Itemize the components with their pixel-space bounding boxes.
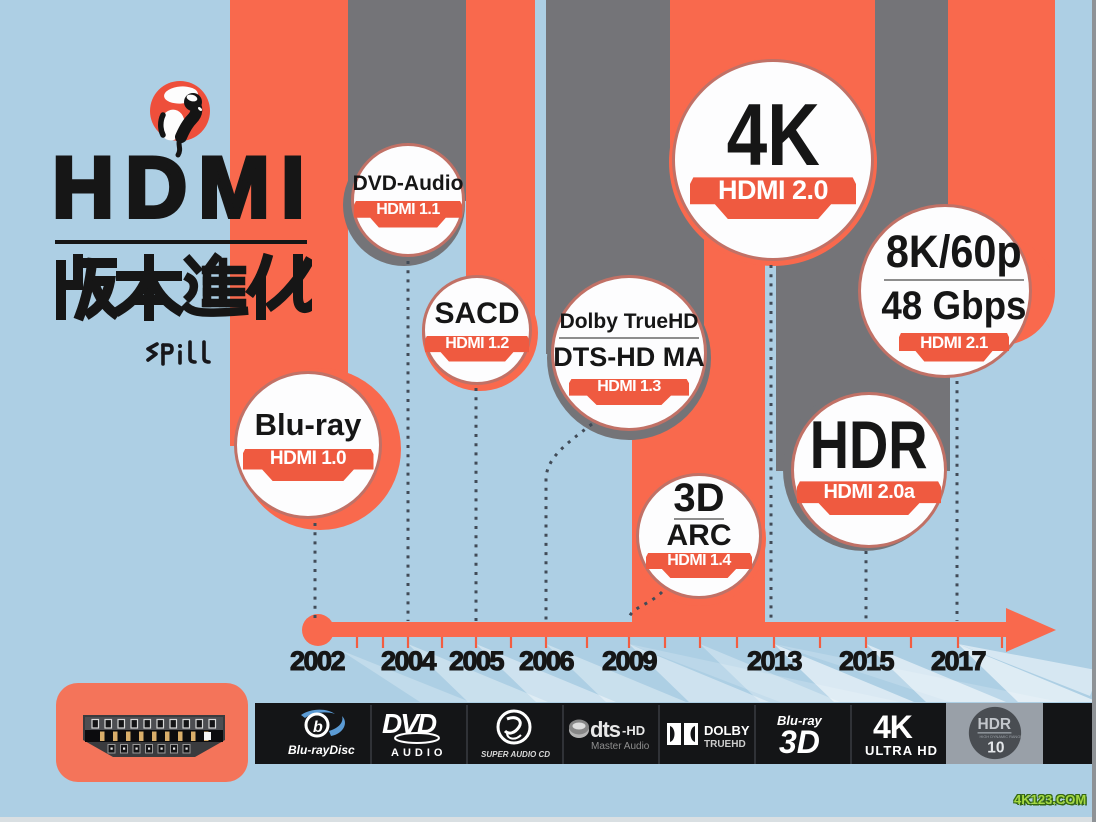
svg-text:DOLBY: DOLBY: [704, 723, 750, 738]
svg-text:dts: dts: [590, 717, 621, 742]
svg-text:AUDIO: AUDIO: [391, 747, 446, 759]
svg-text:Blu-ray: Blu-ray: [777, 713, 823, 728]
svg-text:4K: 4K: [873, 709, 913, 745]
svg-text:HIGH DYNAMIC RANGE: HIGH DYNAMIC RANGE: [979, 734, 1023, 739]
svg-text:Blu-rayDisc: Blu-rayDisc: [288, 743, 355, 757]
svg-text:b: b: [313, 719, 323, 736]
svg-text:ULTRA HD: ULTRA HD: [865, 743, 938, 758]
svg-text:3D: 3D: [779, 724, 820, 760]
svg-text:Master Audio: Master Audio: [591, 741, 650, 752]
svg-text:HDR: HDR: [978, 716, 1012, 733]
svg-text:-HD: -HD: [622, 723, 645, 738]
svg-text:10: 10: [987, 739, 1004, 756]
svg-text:SUPER AUDIO CD: SUPER AUDIO CD: [481, 750, 550, 759]
svg-text:TRUEHD: TRUEHD: [704, 739, 746, 750]
